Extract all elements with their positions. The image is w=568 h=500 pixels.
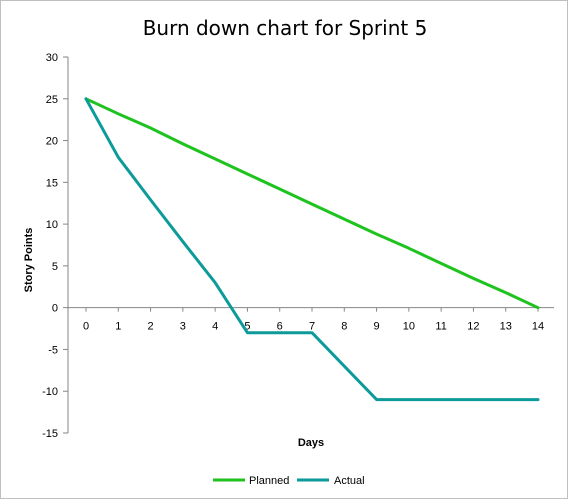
chart-title: Burn down chart for Sprint 5 — [143, 16, 428, 40]
y-tick-label: 30 — [46, 52, 58, 64]
y-tick-label: 10 — [46, 219, 58, 231]
x-axis-title: Days — [298, 437, 324, 449]
x-tick-label: 10 — [403, 321, 415, 333]
series-line-actual — [86, 99, 538, 400]
y-axis-title: Story Points — [23, 228, 35, 293]
legend: Planned Actual — [213, 475, 365, 487]
y-tick-label: -5 — [48, 344, 58, 356]
y-tick-labels: -15 -10 -5 0 5 10 15 20 25 30 — [42, 52, 58, 440]
x-tick-label: 6 — [277, 321, 283, 333]
legend-label-actual: Actual — [334, 475, 365, 487]
y-tick-label: 0 — [52, 303, 58, 315]
x-tick-label: 3 — [180, 321, 186, 333]
x-tick-label: 0 — [83, 321, 89, 333]
series-lines — [86, 99, 538, 400]
x-tick-label: 7 — [309, 321, 315, 333]
axes — [63, 57, 554, 433]
y-tick-label: 25 — [46, 94, 58, 106]
x-tick-label: 11 — [435, 321, 446, 333]
x-tick-label: 4 — [212, 321, 218, 333]
y-tick-label: -10 — [42, 386, 58, 398]
y-tick-label: 15 — [46, 177, 58, 189]
y-tick-label: 20 — [46, 136, 58, 148]
x-tick-label: 12 — [467, 321, 479, 333]
legend-label-planned: Planned — [249, 475, 289, 487]
x-tick-label: 2 — [148, 321, 154, 333]
y-tick-label: -15 — [42, 428, 58, 440]
x-tick-labels: 0 1 2 3 4 5 6 7 8 9 10 11 12 13 14 — [83, 321, 544, 333]
x-tick-label: 8 — [341, 321, 347, 333]
x-tick-label: 1 — [115, 321, 121, 333]
x-tick-label: 9 — [374, 321, 380, 333]
x-tick-label: 14 — [532, 321, 544, 333]
y-tick-label: 5 — [52, 261, 58, 273]
x-tick-label: 13 — [500, 321, 512, 333]
